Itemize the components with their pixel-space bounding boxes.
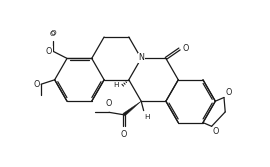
Text: O: O (50, 30, 56, 36)
Text: H: H (113, 82, 119, 88)
Text: O: O (213, 127, 219, 136)
Text: H: H (144, 114, 150, 120)
Text: O: O (33, 80, 40, 89)
Text: O: O (46, 47, 52, 56)
Polygon shape (123, 101, 141, 116)
Text: O: O (121, 130, 127, 139)
Text: O: O (50, 31, 56, 37)
Text: O: O (183, 44, 189, 53)
Text: N: N (139, 53, 145, 62)
Text: O: O (225, 88, 232, 97)
Text: O: O (106, 99, 112, 108)
Text: O: O (45, 47, 52, 56)
